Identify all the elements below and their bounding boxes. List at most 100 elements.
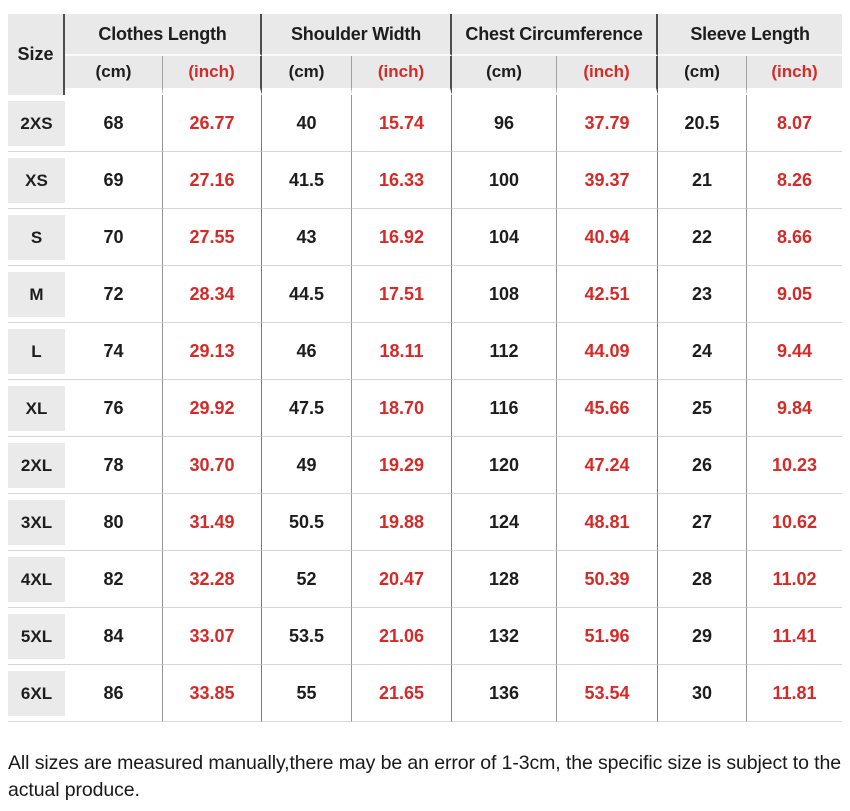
size-cell: S bbox=[8, 208, 65, 265]
value-cell: 33.85 bbox=[163, 664, 263, 722]
size-label: S bbox=[8, 214, 65, 260]
value-cell: 46 bbox=[262, 322, 353, 379]
value-cell: 32.28 bbox=[163, 550, 263, 607]
table-row: 6XL 86 33.85 55 21.65 136 53.54 30 11.81 bbox=[8, 664, 843, 722]
value-cell: 116 bbox=[452, 379, 558, 436]
size-label: XL bbox=[8, 385, 65, 431]
table-header: Size Clothes Length Shoulder Width Chest… bbox=[8, 14, 843, 95]
unit-header-cm: (cm) bbox=[658, 56, 748, 95]
size-label: M bbox=[8, 271, 65, 317]
size-cell: 6XL bbox=[8, 664, 65, 722]
size-cell: 4XL bbox=[8, 550, 65, 607]
group-header-row: Size Clothes Length Shoulder Width Chest… bbox=[8, 14, 843, 95]
size-cell: 5XL bbox=[8, 607, 65, 664]
value-cell: 72 bbox=[65, 265, 163, 322]
value-cell: 44.5 bbox=[262, 265, 353, 322]
value-cell: 40 bbox=[262, 95, 353, 151]
value-cell: 69 bbox=[65, 151, 163, 208]
value-cell: 28.34 bbox=[163, 265, 263, 322]
size-cell: L bbox=[8, 322, 65, 379]
value-cell: 29.13 bbox=[163, 322, 263, 379]
value-cell: 28 bbox=[658, 550, 748, 607]
value-cell: 17.51 bbox=[352, 265, 453, 322]
size-column-header: Size bbox=[8, 14, 65, 95]
table-row: L 74 29.13 46 18.11 112 44.09 24 9.44 bbox=[8, 322, 843, 379]
value-cell: 96 bbox=[452, 95, 558, 151]
value-cell: 19.29 bbox=[352, 436, 453, 493]
value-cell: 76 bbox=[65, 379, 163, 436]
value-cell: 27.16 bbox=[163, 151, 263, 208]
value-cell: 30 bbox=[658, 664, 748, 722]
value-cell: 15.74 bbox=[352, 95, 453, 151]
unit-header-cm: (cm) bbox=[65, 56, 163, 95]
value-cell: 112 bbox=[452, 322, 558, 379]
size-label: 3XL bbox=[8, 499, 65, 545]
value-cell: 31.49 bbox=[163, 493, 263, 550]
value-cell: 100 bbox=[452, 151, 558, 208]
size-chart-body: 2XS 68 26.77 40 15.74 96 37.79 20.5 8.07… bbox=[8, 95, 843, 722]
value-cell: 26 bbox=[658, 436, 748, 493]
value-cell: 47.24 bbox=[557, 436, 659, 493]
unit-header-cm: (cm) bbox=[262, 56, 353, 95]
size-label: 4XL bbox=[8, 556, 65, 602]
group-header-clothes-length: Clothes Length bbox=[65, 14, 263, 56]
value-cell: 39.37 bbox=[557, 151, 659, 208]
size-cell: M bbox=[8, 265, 65, 322]
table-row: 4XL 82 32.28 52 20.47 128 50.39 28 11.02 bbox=[8, 550, 843, 607]
value-cell: 120 bbox=[452, 436, 558, 493]
unit-header-row: (cm) (inch) (cm) (inch) (cm) (inch) (cm)… bbox=[8, 56, 843, 95]
value-cell: 33.07 bbox=[163, 607, 263, 664]
value-cell: 124 bbox=[452, 493, 558, 550]
size-label: 5XL bbox=[8, 613, 65, 659]
value-cell: 29 bbox=[658, 607, 748, 664]
footnote: All sizes are measured manually,there ma… bbox=[8, 752, 841, 802]
size-label: 2XS bbox=[8, 100, 65, 146]
value-cell: 18.70 bbox=[352, 379, 453, 436]
value-cell: 9.44 bbox=[747, 322, 843, 379]
table-row: XS 69 27.16 41.5 16.33 100 39.37 21 8.26 bbox=[8, 151, 843, 208]
value-cell: 44.09 bbox=[557, 322, 659, 379]
unit-header-cm: (cm) bbox=[452, 56, 558, 95]
value-cell: 21.06 bbox=[352, 607, 453, 664]
unit-header-inch: (inch) bbox=[747, 56, 843, 95]
value-cell: 53.54 bbox=[557, 664, 659, 722]
value-cell: 25 bbox=[658, 379, 748, 436]
size-label: 2XL bbox=[8, 442, 65, 488]
value-cell: 16.92 bbox=[352, 208, 453, 265]
value-cell: 86 bbox=[65, 664, 163, 722]
value-cell: 48.81 bbox=[557, 493, 659, 550]
value-cell: 108 bbox=[452, 265, 558, 322]
table-row: 2XS 68 26.77 40 15.74 96 37.79 20.5 8.07 bbox=[8, 95, 843, 151]
value-cell: 78 bbox=[65, 436, 163, 493]
table-row: 5XL 84 33.07 53.5 21.06 132 51.96 29 11.… bbox=[8, 607, 843, 664]
table-row: 2XL 78 30.70 49 19.29 120 47.24 26 10.23 bbox=[8, 436, 843, 493]
value-cell: 21.65 bbox=[352, 664, 453, 722]
value-cell: 55 bbox=[262, 664, 353, 722]
value-cell: 37.79 bbox=[557, 95, 659, 151]
value-cell: 8.26 bbox=[747, 151, 843, 208]
value-cell: 136 bbox=[452, 664, 558, 722]
value-cell: 27.55 bbox=[163, 208, 263, 265]
unit-header-inch: (inch) bbox=[352, 56, 453, 95]
value-cell: 24 bbox=[658, 322, 748, 379]
value-cell: 74 bbox=[65, 322, 163, 379]
value-cell: 40.94 bbox=[557, 208, 659, 265]
value-cell: 43 bbox=[262, 208, 353, 265]
value-cell: 47.5 bbox=[262, 379, 353, 436]
size-cell: 2XS bbox=[8, 95, 65, 151]
table-row: 3XL 80 31.49 50.5 19.88 124 48.81 27 10.… bbox=[8, 493, 843, 550]
value-cell: 52 bbox=[262, 550, 353, 607]
table-row: M 72 28.34 44.5 17.51 108 42.51 23 9.05 bbox=[8, 265, 843, 322]
value-cell: 82 bbox=[65, 550, 163, 607]
value-cell: 11.81 bbox=[747, 664, 843, 722]
value-cell: 50.39 bbox=[557, 550, 659, 607]
value-cell: 45.66 bbox=[557, 379, 659, 436]
value-cell: 80 bbox=[65, 493, 163, 550]
value-cell: 104 bbox=[452, 208, 558, 265]
value-cell: 8.07 bbox=[747, 95, 843, 151]
value-cell: 23 bbox=[658, 265, 748, 322]
value-cell: 27 bbox=[658, 493, 748, 550]
table-row: S 70 27.55 43 16.92 104 40.94 22 8.66 bbox=[8, 208, 843, 265]
value-cell: 41.5 bbox=[262, 151, 353, 208]
value-cell: 84 bbox=[65, 607, 163, 664]
